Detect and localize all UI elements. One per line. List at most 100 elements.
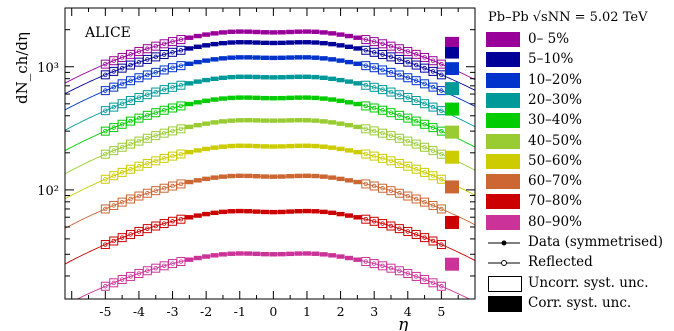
data-point [322,56,326,60]
reflected-point [388,265,394,271]
legend-entry: 30–40% [484,112,674,130]
data-point [338,78,343,82]
data-point [263,174,267,179]
series-0 [65,29,475,84]
reflected-point [170,128,175,134]
data-point [221,145,225,149]
data-point [296,30,301,34]
data-point [347,213,351,218]
reflected-point [178,37,184,42]
reflected-point [371,261,377,266]
reflected-point [363,126,368,132]
reflected-point [422,277,427,282]
reflected-point [371,85,377,90]
data-point [196,178,200,182]
data-point [221,56,225,60]
reflected-point [430,58,436,63]
data-point [280,41,284,45]
reflected-point [422,122,427,127]
reflected-point [178,83,184,88]
legend-swatch [486,72,520,88]
reflected-point [136,59,142,65]
reflected-point [145,57,150,62]
data-point [280,56,284,60]
uncorr-syst-box [436,174,446,184]
data-point [296,144,301,148]
reflected-point [153,158,158,164]
reflected-point [439,177,444,182]
data-point [280,252,284,256]
reflected-point [161,52,167,57]
reflected-point [430,238,436,244]
reflected-point [380,87,385,92]
reflected-point [145,113,150,118]
reflected-point [380,156,385,161]
reflected-point [422,145,427,150]
data-point [204,43,208,47]
reflected-point [397,191,402,196]
data-point [355,180,359,184]
data-point [229,96,233,100]
data-point [271,41,275,45]
reflected-point [430,173,436,178]
data-point [355,81,359,85]
data-point [204,177,208,181]
legend-entry: 80–90% [484,214,674,232]
x-tick-label: -5 [99,304,111,319]
legend-label: 80–90% [528,213,582,230]
data-point [196,256,200,260]
reflected-point [371,153,377,159]
reflected-point [405,115,410,121]
uncorr-syst-box [176,149,186,159]
data-point [254,209,259,214]
data-point [263,30,267,34]
reflected-point [380,263,385,268]
data-point [288,96,292,100]
reflected-point [413,52,419,57]
data-point [204,32,208,37]
reflected-point [136,115,142,121]
reflected-point [103,108,108,113]
uncorr-syst-box [176,214,186,224]
reflected-point [153,133,158,138]
data-point [280,30,284,34]
reflected-point [439,108,444,113]
reflected-point [145,92,150,97]
legend-label: Reflected [528,254,593,271]
reflected-point [128,141,133,147]
data-point [254,252,259,256]
corr-syst-box [445,257,459,271]
reflected-point [145,226,150,231]
legend-symbol [486,234,522,252]
data-point [280,96,284,100]
data-point [221,210,225,214]
reflected-point [363,37,368,42]
data-point [263,75,267,79]
reflected-point [145,46,150,51]
reflected-point [397,92,402,97]
data-point [221,76,225,80]
data-point [355,258,359,262]
data-point [271,30,275,35]
reflected-point [178,126,184,132]
corr-syst-box [445,180,459,194]
legend-swatch [486,92,520,108]
data-point [254,30,259,34]
reflected-point [397,72,402,78]
reflected-point [128,118,133,124]
series-6 [65,143,475,200]
data-point [204,147,208,151]
reflected-point [405,75,410,80]
data-point [330,176,334,180]
reflected-point [363,48,368,53]
reflected-point [136,271,142,276]
uncorr-syst-box [176,124,186,134]
data-point [313,75,317,79]
reflected-point [119,235,125,240]
data-point [246,209,250,213]
legend-label: 0– 5% [528,31,570,47]
x-tick-label: 4 [404,304,412,319]
data-point [263,144,267,148]
data-point [322,76,326,80]
